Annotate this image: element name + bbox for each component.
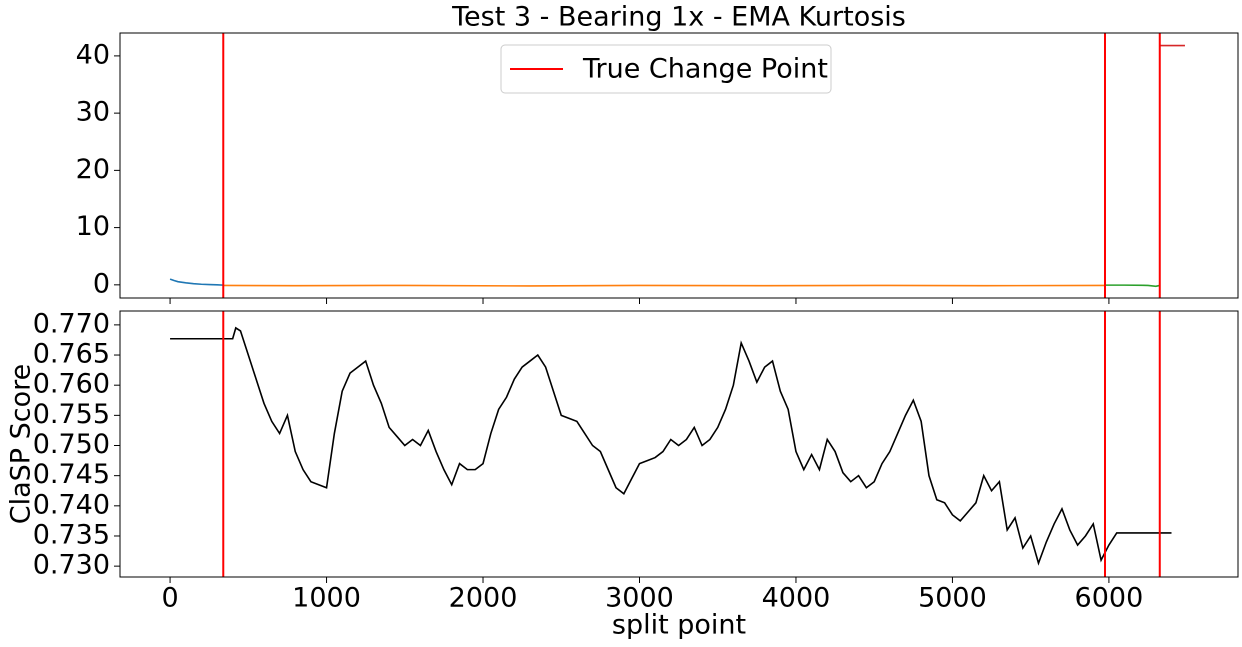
x-tick-label: 2000 bbox=[449, 583, 518, 614]
x-tick-label: 4000 bbox=[762, 583, 831, 614]
y-tick-label: 0.755 bbox=[33, 399, 110, 430]
x-tick-label: 0 bbox=[161, 583, 178, 614]
y-tick-label: 0.740 bbox=[33, 489, 110, 520]
chart-title: Test 3 - Bearing 1x - EMA Kurtosis bbox=[451, 2, 906, 33]
data-line bbox=[169, 278, 224, 286]
x-tick-label: 1000 bbox=[292, 583, 361, 614]
x-axis-label: split point bbox=[612, 610, 746, 641]
axes-frame bbox=[119, 32, 1239, 299]
data-line bbox=[1105, 284, 1160, 288]
data-line bbox=[170, 326, 1172, 566]
y-tick-label: 0.765 bbox=[33, 339, 110, 370]
y-tick-label: 0.750 bbox=[33, 429, 110, 460]
x-tick-label: 3000 bbox=[605, 583, 674, 614]
y-tick-label: 40 bbox=[76, 39, 110, 70]
y-tick-label: 0.760 bbox=[33, 369, 110, 400]
data-line bbox=[223, 284, 1106, 287]
y-tick-label: 10 bbox=[76, 211, 110, 242]
axes-frame bbox=[119, 310, 1239, 578]
x-tick-label: 5000 bbox=[918, 583, 987, 614]
x-tick-label: 6000 bbox=[1075, 583, 1144, 614]
y-tick-label: 0.730 bbox=[33, 550, 110, 581]
y-tick-label: 0.735 bbox=[33, 519, 110, 550]
y-tick-label: 0.745 bbox=[33, 459, 110, 490]
plot-area bbox=[169, 33, 1185, 298]
legend-label: True Change Point bbox=[582, 54, 828, 85]
plot-area bbox=[170, 311, 1172, 577]
y-axis-label: ClaSP Score bbox=[6, 364, 37, 525]
y-tick-label: 20 bbox=[76, 154, 110, 185]
y-tick-label: 0 bbox=[93, 268, 110, 299]
legend-box bbox=[500, 44, 832, 94]
y-tick-label: 30 bbox=[76, 97, 110, 128]
y-tick-label: 0.770 bbox=[33, 308, 110, 339]
